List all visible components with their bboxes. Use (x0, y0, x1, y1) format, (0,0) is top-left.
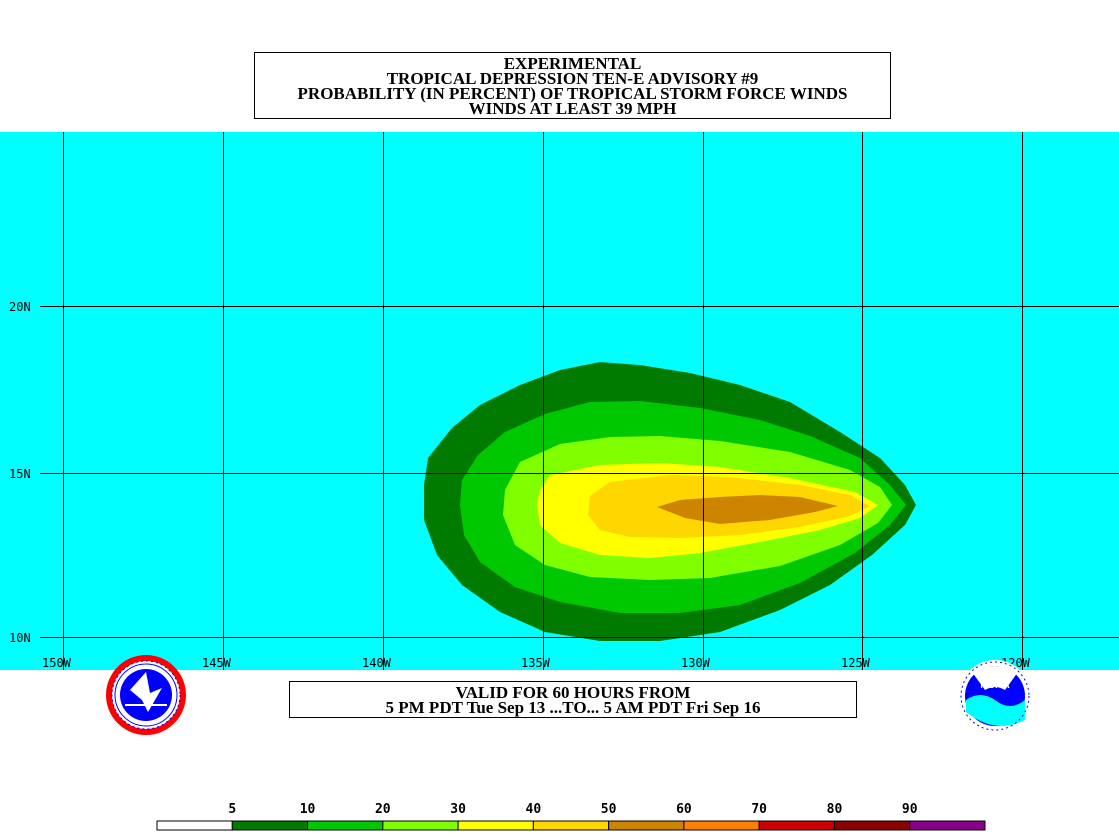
legend-label: 10 (300, 802, 316, 817)
legend-swatch (833, 820, 911, 831)
contour-50-percent (657, 495, 838, 524)
legend-label: 50 (601, 802, 617, 817)
legend-label: 60 (676, 802, 692, 817)
title-advisory: TROPICAL DEPRESSION TEN-E ADVISORY #9 (386, 69, 759, 88)
lon-label: 150W (42, 656, 72, 670)
lon-label: 145W (202, 656, 232, 670)
lat-labels: 20N 15N 10N (9, 300, 31, 645)
legend-swatch (307, 820, 384, 831)
title-experimental: EXPERIMENTAL (503, 54, 642, 73)
probability-legend: 5 10 20 30 40 50 60 70 80 90 (156, 802, 986, 831)
legend-swatch (156, 820, 233, 831)
probability-contours (424, 362, 916, 641)
legend-label: 70 (751, 802, 767, 817)
validity-box: VALID FOR 60 HOURS FROM 5 PM PDT Tue Sep… (289, 681, 857, 718)
lat-label: 20N (9, 300, 31, 314)
noaa-logo-text: NOAA (980, 680, 1009, 691)
title-wind-threshold: WINDS AT LEAST 39 MPH (468, 99, 677, 118)
title-box: EXPERIMENTAL TROPICAL DEPRESSION TEN-E A… (254, 52, 891, 119)
legend-swatch (382, 820, 459, 831)
validity-period: 5 PM PDT Tue Sep 13 ...TO... 5 AM PDT Fr… (385, 698, 761, 717)
lon-label: 125W (841, 656, 871, 670)
lon-label: 135W (521, 656, 551, 670)
lat-lon-grid (40, 132, 1119, 670)
nws-logo (106, 655, 186, 735)
legend-swatch (758, 820, 835, 831)
noaa-logo: NOAA (959, 660, 1031, 732)
legend-swatch (457, 820, 534, 831)
lon-labels: 150W 145W 140W 135W 130W 125W 120W (42, 656, 1031, 670)
title-probability: PROBABILITY (IN PERCENT) OF TROPICAL STO… (297, 84, 848, 103)
legend-label: 5 (228, 802, 236, 817)
legend-label: 20 (375, 802, 391, 817)
lon-label: 130W (681, 656, 711, 670)
legend-label: 80 (827, 802, 843, 817)
legend-swatch (683, 820, 760, 831)
legend-swatch (231, 820, 309, 831)
lon-label: 140W (362, 656, 392, 670)
legend-label: 90 (902, 802, 918, 817)
validity-duration: VALID FOR 60 HOURS FROM (455, 683, 691, 702)
lat-label: 10N (9, 631, 31, 645)
legend-label: 40 (526, 802, 542, 817)
legend-label: 30 (450, 802, 466, 817)
legend-swatch (909, 820, 986, 831)
legend-swatch (532, 820, 610, 831)
lat-label: 15N (9, 467, 31, 481)
legend-swatch (608, 820, 685, 831)
